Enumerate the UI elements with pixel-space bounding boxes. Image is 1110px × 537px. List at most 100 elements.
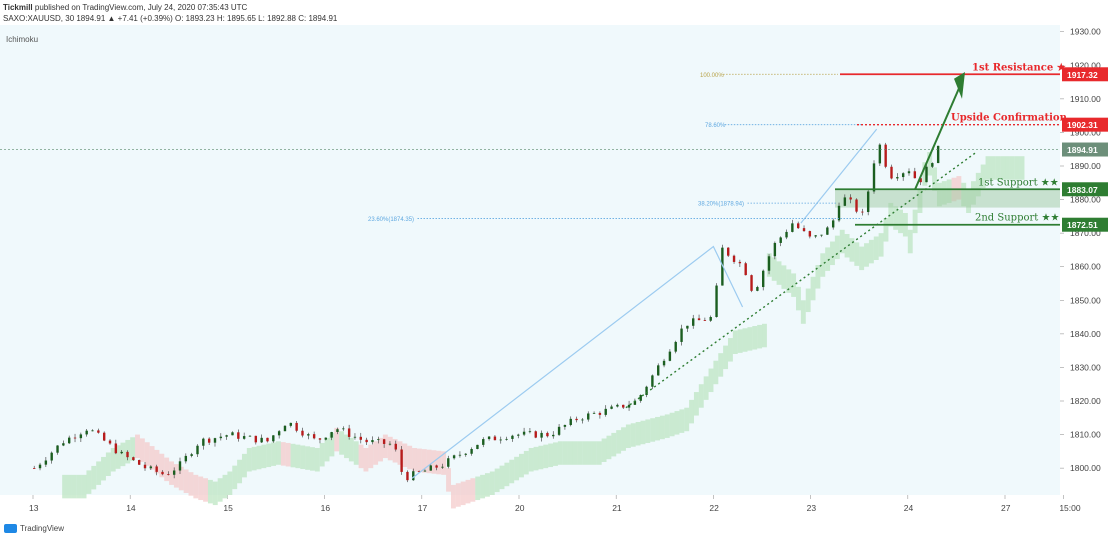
forecast-arrow-head-icon xyxy=(954,72,965,99)
candle-body xyxy=(231,432,234,436)
cloud-segment xyxy=(514,456,520,481)
cloud-segment xyxy=(499,465,505,490)
cloud-segment xyxy=(630,423,636,447)
cloud-segment xyxy=(995,156,1001,180)
cloud-segment xyxy=(373,441,379,465)
candle-body xyxy=(406,471,409,481)
candle-body xyxy=(796,223,800,229)
cloud-segment xyxy=(412,448,417,472)
candle-body xyxy=(388,443,392,445)
candle-body xyxy=(283,425,287,432)
fib-label: 23.60%(1874.35) xyxy=(368,217,414,223)
cloud-segment xyxy=(606,435,612,460)
cloud-segment xyxy=(164,457,170,482)
cloud-segment xyxy=(426,449,432,474)
y-tick-label: 1910.00 xyxy=(1070,94,1101,104)
ascending-trendline xyxy=(625,152,977,409)
candle-body xyxy=(108,440,112,444)
candle-body xyxy=(225,435,228,437)
candle-body xyxy=(633,400,637,405)
candle-body xyxy=(464,453,467,455)
candle-body xyxy=(616,404,619,407)
candle-body xyxy=(260,437,263,443)
candle-body xyxy=(878,144,882,164)
candle-body xyxy=(62,443,65,446)
candle-body xyxy=(79,434,83,439)
candle-body xyxy=(97,430,100,433)
candle-body xyxy=(872,163,876,192)
cloud-segment xyxy=(800,300,806,324)
candle-body xyxy=(347,428,351,437)
cloud-segment xyxy=(246,448,252,472)
candle-body xyxy=(307,434,310,436)
candle-body xyxy=(202,438,205,446)
y-tick-label: 1860.00 xyxy=(1070,262,1101,272)
candle-body xyxy=(540,432,543,438)
cloud-segment xyxy=(504,462,510,487)
candle-body xyxy=(423,470,427,472)
cloud-segment xyxy=(120,442,126,467)
cloud-segment xyxy=(805,288,811,313)
candle-body xyxy=(750,275,753,291)
cloud-segment xyxy=(533,446,539,471)
cloud-segment xyxy=(86,470,92,494)
price-tag-label: 1883.07 xyxy=(1067,185,1098,195)
cloud-segment xyxy=(1019,156,1025,180)
candle-body xyxy=(913,171,917,179)
candle-body xyxy=(493,436,497,441)
cloud-segment xyxy=(810,276,816,301)
cloud-segment xyxy=(1009,156,1015,180)
cloud-segment xyxy=(300,445,306,469)
cloud-segment xyxy=(446,468,451,492)
candle-body xyxy=(645,386,648,396)
candles xyxy=(33,142,940,483)
candle-body xyxy=(680,328,683,342)
cloud-segment xyxy=(786,269,792,293)
y-tick-label: 1880.00 xyxy=(1070,195,1101,205)
cloud-segment xyxy=(212,481,218,506)
cloud-segment xyxy=(650,418,656,442)
fib-label: 38.20%(1878.94) xyxy=(698,202,744,208)
candle-body xyxy=(412,471,415,481)
cloud-segment xyxy=(489,471,495,495)
candle-body xyxy=(639,395,642,401)
cloud-segment xyxy=(421,449,427,473)
cloud-segment xyxy=(737,329,743,353)
publisher-name: Tickmill xyxy=(3,3,33,12)
candle-body xyxy=(167,474,170,476)
cloud-segment xyxy=(62,474,68,499)
cloud-segment xyxy=(888,202,894,227)
price-axis[interactable] xyxy=(1062,25,1110,495)
candle-body xyxy=(190,454,193,456)
plot-area[interactable] xyxy=(0,25,1060,495)
candle-body xyxy=(849,197,852,200)
cloud-segment xyxy=(616,430,622,454)
y-tick-label: 1920.00 xyxy=(1070,60,1101,70)
candle-body xyxy=(73,437,77,439)
price-tag-label: 1917.32 xyxy=(1067,70,1098,80)
candle-body xyxy=(896,177,899,179)
candle-body xyxy=(67,437,71,444)
cloud-segment xyxy=(475,476,481,501)
fib-projection-line xyxy=(411,245,744,479)
candle-body xyxy=(668,351,672,361)
cloud-segment xyxy=(178,466,184,491)
candle-body xyxy=(487,436,491,440)
cloud-segment xyxy=(878,233,884,257)
cloud-segment xyxy=(91,465,97,490)
cloud-segment xyxy=(266,443,272,468)
cloud-segment xyxy=(310,447,315,471)
y-tick-label: 1900.00 xyxy=(1070,127,1101,137)
cloud-segment xyxy=(1000,156,1006,180)
candle-body xyxy=(517,434,520,436)
candle-body xyxy=(242,436,246,439)
candle-body xyxy=(429,465,432,471)
cloud-segment xyxy=(669,412,675,437)
cloud-segment xyxy=(314,448,320,472)
cloud-segment xyxy=(81,474,87,499)
cloud-segment xyxy=(368,444,374,469)
candle-body xyxy=(33,468,36,469)
cloud-segment xyxy=(830,241,835,266)
cloud-segment xyxy=(519,453,524,478)
